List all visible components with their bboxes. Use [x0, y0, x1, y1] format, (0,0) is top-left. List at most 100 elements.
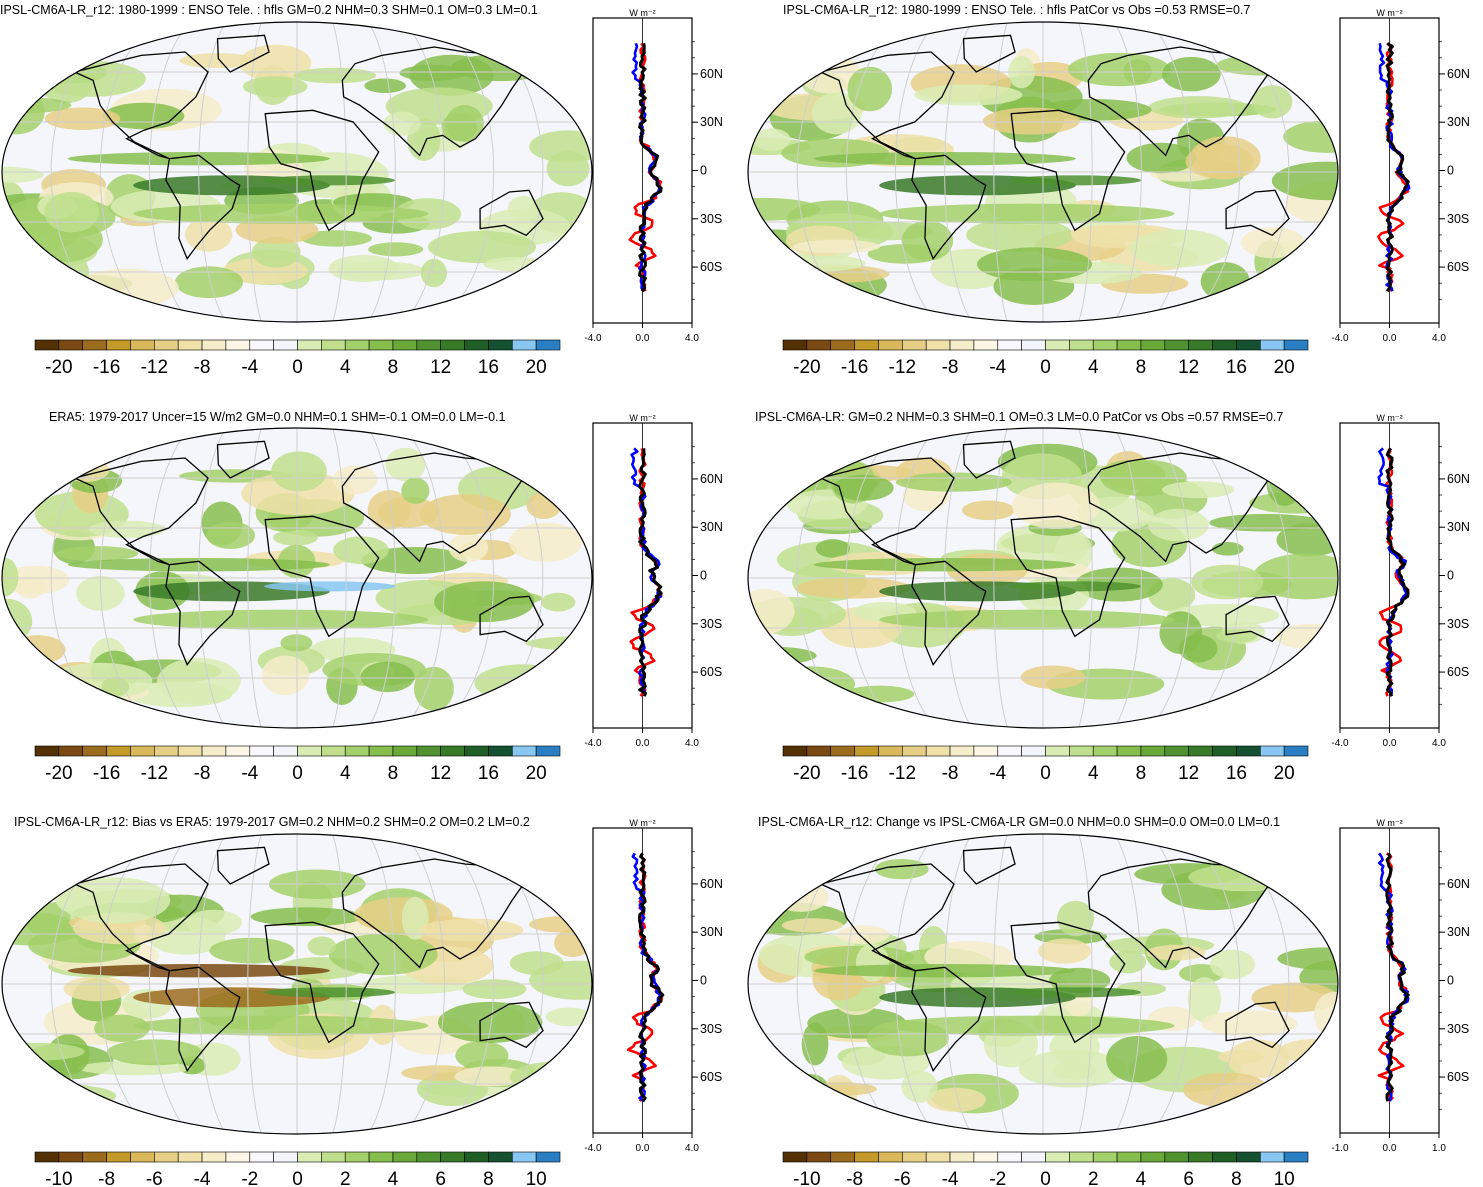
colorbar-swatch [297, 339, 322, 351]
anomaly-patch [508, 522, 582, 562]
colorbar-tick-label: 20 [1274, 763, 1295, 784]
anomaly-patch [833, 474, 894, 501]
coastline [28, 57, 57, 73]
profile-unit-label: W m⁻² [1376, 818, 1402, 828]
panel-title: ERA5: 1979-2017 Uncer=15 W/m2 GM=0.0 NHM… [49, 410, 506, 424]
colorbar-swatch [177, 339, 203, 351]
coastline [72, 457, 209, 566]
colorbar-tick-label: -4 [194, 1169, 211, 1187]
latitude-label: 60N [700, 67, 723, 81]
anomaly-patch [1010, 987, 1142, 998]
longitude-gridline [1078, 22, 1093, 322]
profile-x-tick-label: 4.0 [1432, 333, 1446, 344]
map-border [747, 833, 1339, 1135]
colorbar-swatch [321, 745, 346, 757]
colorbar: -20 -16 -12 -8 -4 0 4 8 12 16 20 [782, 745, 1309, 784]
colorbar-tick-label: 6 [1183, 1169, 1194, 1187]
latitude-label: 60S [700, 260, 722, 274]
longitude-gridline [403, 834, 446, 1134]
colorbar: -20 -16 -12 -8 -4 0 4 8 12 16 20 [34, 339, 561, 378]
anomaly-patch [2, 1084, 117, 1108]
coastline [341, 452, 552, 563]
model-zonal-line [1377, 852, 1408, 1103]
colorbar-swatch [440, 339, 465, 351]
colorbar-swatch [368, 339, 394, 351]
coastline [818, 51, 955, 160]
coastline [1087, 46, 1298, 157]
colorbar-tick-label: 6 [435, 1169, 446, 1187]
colorbar-swatch [1045, 1151, 1070, 1163]
anomaly-patch [367, 490, 411, 530]
colorbar-swatch [201, 745, 227, 757]
anomaly-patch [748, 197, 821, 221]
longitude-gridline [993, 428, 1008, 728]
obs-zonal-line [1377, 852, 1410, 1102]
anomaly-patch [242, 76, 308, 98]
anomaly-patch [525, 636, 592, 651]
coastline [1010, 109, 1126, 232]
colorbar-swatch [488, 1151, 513, 1163]
colorbar-swatch [392, 745, 418, 757]
colorbar-swatch [925, 745, 951, 757]
anomaly-patch [879, 1015, 1175, 1036]
anomaly-patch [914, 84, 1023, 106]
colorbar-swatch [321, 1151, 346, 1163]
mean-zonal-line [1385, 447, 1410, 697]
anomaly-patch [272, 529, 318, 546]
latitude-label: 60S [1447, 1070, 1469, 1084]
anomaly-patch [1126, 142, 1197, 174]
colorbar-swatch [344, 339, 370, 351]
colorbar-swatch [1116, 1151, 1142, 1163]
colorbar-swatch [1045, 339, 1070, 351]
longitude-gridline [845, 834, 901, 1134]
latitude-label: 0 [700, 569, 707, 583]
latitude-label: 30N [1447, 520, 1470, 534]
profile-x-tick-label: 0.0 [1383, 1143, 1397, 1154]
colorbar-tick-label: -12 [141, 357, 168, 378]
coastline [818, 457, 955, 566]
coastline [962, 34, 1016, 73]
mean-zonal-line [638, 852, 665, 1103]
anomaly-patch [437, 1001, 543, 1043]
profile-x-tick-label: -4.0 [584, 738, 602, 749]
colorbar-swatch [392, 1151, 418, 1163]
colorbar-swatch [1140, 745, 1166, 757]
anomaly-patch [307, 936, 337, 956]
colorbar-tick-label: -12 [141, 763, 168, 784]
colorbar-swatch [1164, 339, 1189, 351]
colorbar-swatch [1283, 339, 1309, 351]
latitude-label: 30S [1447, 1022, 1469, 1036]
anomaly-patch [748, 588, 795, 634]
anomaly-patch [1313, 991, 1338, 1038]
colorbar: -20 -16 -12 -8 -4 0 4 8 12 16 20 [782, 339, 1309, 378]
anomaly-patch [508, 195, 539, 221]
panel-title: IPSL-CM6A-LR_r12: Change vs IPSL-CM6A-LR… [758, 815, 1281, 829]
colorbar-swatch [1021, 1151, 1046, 1163]
anomaly-patch [261, 655, 310, 696]
profile-x-tick-label: 0.0 [636, 738, 650, 749]
panel-title: IPSL-CM6A-LR: GM=0.2 NHM=0.3 SHM=0.1 OM=… [755, 410, 1284, 424]
coastline [341, 858, 552, 969]
latitude-label: 0 [1447, 164, 1454, 178]
anomaly-patch [982, 107, 1080, 135]
colorbar-tick-label: 20 [1274, 357, 1295, 378]
colorbar-swatch [392, 339, 418, 351]
colorbar-tick-label: -10 [45, 1169, 72, 1187]
colorbar-swatch [440, 745, 465, 757]
colorbar-swatch [902, 1151, 927, 1163]
profile-x-tick-label: -4.0 [584, 1143, 602, 1154]
colorbar-swatch [249, 745, 274, 757]
colorbar-swatch [782, 1151, 808, 1163]
colorbar-tick-label: -16 [841, 357, 868, 378]
colorbar-swatch [830, 339, 855, 351]
colorbar-swatch [511, 339, 537, 351]
colorbar-swatch [1164, 745, 1189, 757]
profile-x-tick-label: 1.0 [1432, 1143, 1446, 1154]
colorbar-tick-label: -4 [241, 357, 258, 378]
colorbar-swatch [1236, 745, 1261, 757]
anomaly-patch [448, 533, 489, 562]
anomaly-patch [761, 667, 810, 688]
colorbar-tick-label: -16 [93, 357, 120, 378]
profile-unit-label: W m⁻² [629, 818, 655, 828]
latitude-label: 30N [700, 925, 723, 939]
